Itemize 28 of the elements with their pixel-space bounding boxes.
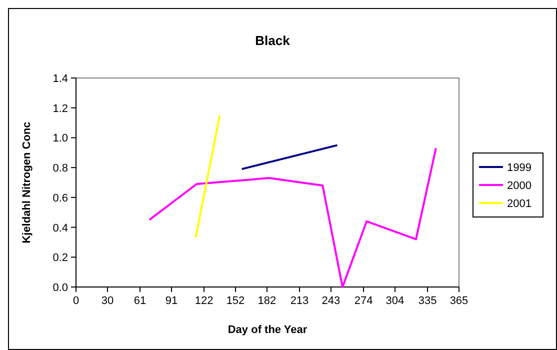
y-tick-label: 0.0 [52,282,68,294]
chart-title: Black [255,33,291,48]
x-tick-label: 91 [165,295,178,307]
y-tick-label: 0.4 [52,222,68,234]
x-tick-label: 152 [226,295,245,307]
x-tick-label: 0 [72,295,80,307]
x-tick-label: 61 [134,295,146,307]
x-tick-label: 213 [290,295,309,307]
x-tick-label: 243 [322,295,340,307]
y-axis-title: Kjeldahl Nitrogen Conc [21,122,33,244]
x-tick-label: 304 [386,295,404,307]
legend-label: 1999 [507,162,532,174]
y-tick-label: 1.0 [52,132,68,145]
x-tick-label: 182 [258,295,276,307]
y-tick-label: 0.2 [52,252,68,264]
x-tick-label: 122 [194,295,214,307]
x-tick-label: 335 [418,295,437,307]
line-series [148,147,437,288]
legend-label: 2001 [507,198,532,210]
x-tick-label: 274 [354,295,373,307]
y-tick-label: 1.4 [52,73,68,85]
x-tick-label: 30 [101,295,114,307]
y-tick-label: 1.2 [52,102,68,115]
x-axis-title: Day of the Year [228,324,308,336]
x-tick-label: 365 [450,295,468,307]
legend-label: 2000 [507,180,532,192]
y-tick-label: 0.8 [52,162,68,175]
y-tick-label: 0.6 [52,192,68,204]
